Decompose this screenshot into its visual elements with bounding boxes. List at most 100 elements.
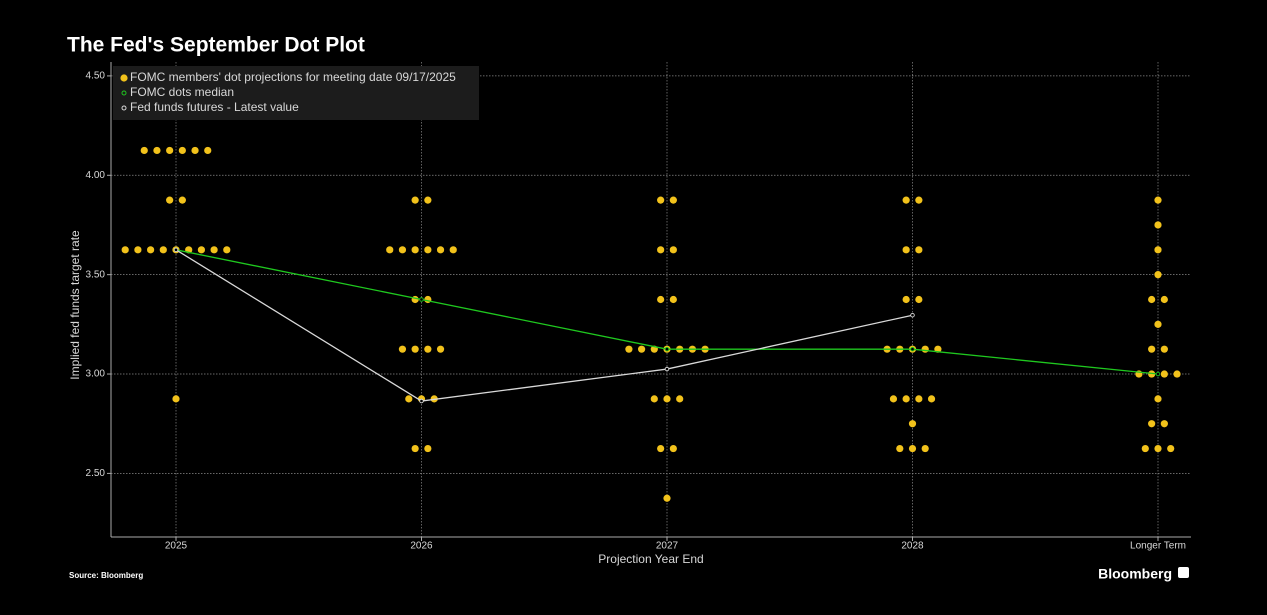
y-tick-label: 4.00	[86, 170, 106, 181]
dot	[915, 246, 923, 254]
dot	[1148, 295, 1156, 304]
dot	[398, 246, 407, 254]
line-marker	[664, 366, 670, 372]
dot	[1141, 444, 1149, 453]
brand: Bloomberg	[1098, 566, 1172, 582]
dot	[121, 246, 129, 254]
dot	[411, 295, 419, 304]
dot	[927, 395, 936, 403]
dot	[663, 494, 671, 502]
dot	[669, 444, 677, 453]
dot	[663, 395, 671, 403]
line-marker	[910, 312, 915, 318]
legend-box	[113, 66, 479, 120]
dot	[889, 395, 898, 403]
dot	[424, 295, 432, 304]
line	[175, 249, 913, 402]
y-tick-label: 4.50	[86, 71, 106, 82]
dot	[1173, 370, 1181, 378]
dot	[1160, 420, 1168, 428]
y-axis-label: Implied fed funds target rate	[68, 230, 82, 380]
dot	[191, 146, 199, 155]
dot	[178, 196, 186, 204]
dot	[625, 345, 633, 353]
dot	[1154, 246, 1162, 254]
y-tick-label: 2.50	[86, 468, 106, 479]
y-tick-label: 3.50	[86, 269, 106, 280]
brand-icon	[1178, 567, 1189, 578]
legend-marker	[121, 105, 127, 111]
dot	[1154, 271, 1162, 279]
dot	[650, 395, 658, 403]
dot	[449, 246, 457, 254]
dot	[657, 196, 665, 204]
dot	[657, 444, 665, 453]
dot	[140, 146, 148, 155]
line-marker	[173, 247, 179, 253]
dot	[411, 196, 419, 204]
dot	[223, 246, 231, 254]
legend-label: FOMC dots median	[130, 85, 234, 99]
dot	[166, 196, 174, 204]
dot	[1167, 444, 1175, 453]
dot	[159, 246, 167, 254]
line-marker	[419, 297, 424, 302]
dot	[411, 345, 419, 353]
dot	[657, 295, 665, 304]
dot	[902, 246, 910, 254]
dot	[197, 246, 205, 254]
dot	[1148, 345, 1156, 353]
dot	[638, 345, 646, 353]
dot	[1154, 444, 1162, 453]
dot	[921, 345, 929, 353]
x-tick-label: 2025	[165, 541, 188, 552]
dot	[1154, 196, 1162, 204]
x-axis-label: Projection Year End	[598, 552, 703, 566]
x-tick-label: 2026	[410, 541, 433, 552]
dot	[902, 196, 910, 204]
x-tick-label: Longer Term	[1130, 541, 1186, 552]
dot	[398, 345, 407, 353]
dot	[424, 345, 432, 353]
x-tick-label: 2028	[901, 541, 924, 552]
line-marker	[664, 346, 670, 352]
dot	[1154, 221, 1162, 229]
dot	[921, 444, 929, 453]
legend-marker	[121, 90, 127, 96]
dot	[424, 196, 432, 204]
chart-title: The Fed's September Dot Plot	[67, 34, 365, 57]
dot	[411, 246, 419, 254]
dot	[908, 444, 917, 453]
dot	[915, 295, 923, 304]
dot	[436, 345, 445, 353]
dot	[1154, 320, 1162, 328]
dot	[896, 444, 904, 453]
dot	[153, 146, 161, 155]
dot	[178, 146, 186, 155]
dot	[134, 246, 142, 254]
dot	[669, 246, 677, 254]
dot	[908, 420, 917, 428]
dot	[915, 196, 923, 204]
dot	[166, 146, 174, 155]
source: Source: Bloomberg	[69, 571, 143, 580]
dot	[411, 444, 419, 453]
legend-marker	[120, 74, 128, 82]
dot	[210, 246, 218, 254]
dot	[147, 246, 155, 254]
dot	[1154, 395, 1162, 403]
line-marker	[910, 346, 915, 352]
dot	[902, 395, 910, 403]
dot	[436, 246, 445, 254]
dot	[902, 295, 910, 304]
dot	[657, 246, 665, 254]
dot	[1160, 345, 1168, 353]
dot	[424, 246, 432, 254]
dot	[405, 395, 413, 403]
dot	[1160, 370, 1168, 378]
dot	[424, 444, 432, 453]
dot	[669, 295, 677, 304]
legend-label: Fed funds futures - Latest value	[130, 100, 299, 114]
